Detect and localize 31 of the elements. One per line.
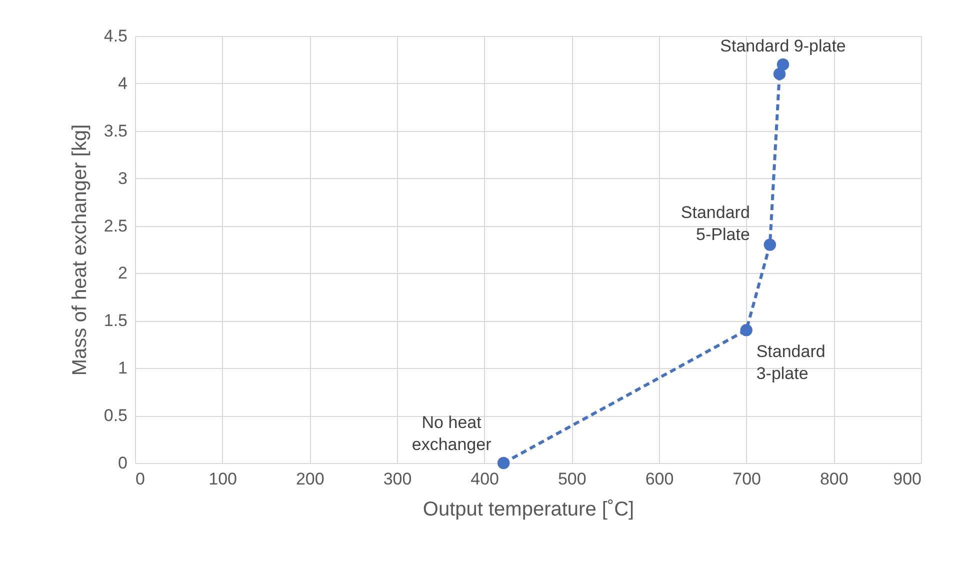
y-tick-label: 4.5 [104,26,128,46]
point [740,324,752,336]
annotation: Standard 9-plate [720,36,846,56]
x-tick-label: 200 [296,470,324,488]
y-tick-label: 3.5 [104,121,128,140]
point [773,68,786,80]
x-tick-label: 700 [732,470,762,488]
y-tick-label: 2 [118,264,128,283]
x-tick-label: 800 [820,470,848,488]
y-tick-label: 3 [118,168,128,188]
y-tick-label: 4 [118,74,128,93]
x-tick-label: 600 [645,470,674,488]
x-tick-label: 100 [208,470,238,488]
annotation: No heat exchanger [412,413,492,454]
point [497,456,510,470]
x-axis-title: Output temperature [˚C] [422,498,634,520]
x-tick-label: 900 [893,470,922,488]
x-tick-label: 0 [136,470,145,488]
y-axis-title: Mass of heat exchanger [kg] [68,124,91,376]
annotation: Standard 3-plate [756,342,826,384]
annotation: Standard 5-Plate [680,202,750,244]
point [764,238,776,251]
x-tick-label: 500 [558,470,586,488]
point [776,58,790,71]
y-tick-label: 1.5 [104,311,128,330]
y-tick-label: 0 [118,454,128,472]
y-tick-label: 1 [118,358,128,378]
y-tick-label: 0.5 [104,406,128,426]
y-tick-label: 2.5 [104,216,128,236]
x-tick-label: 300 [383,470,412,488]
x-tick-label: 400 [470,470,500,488]
